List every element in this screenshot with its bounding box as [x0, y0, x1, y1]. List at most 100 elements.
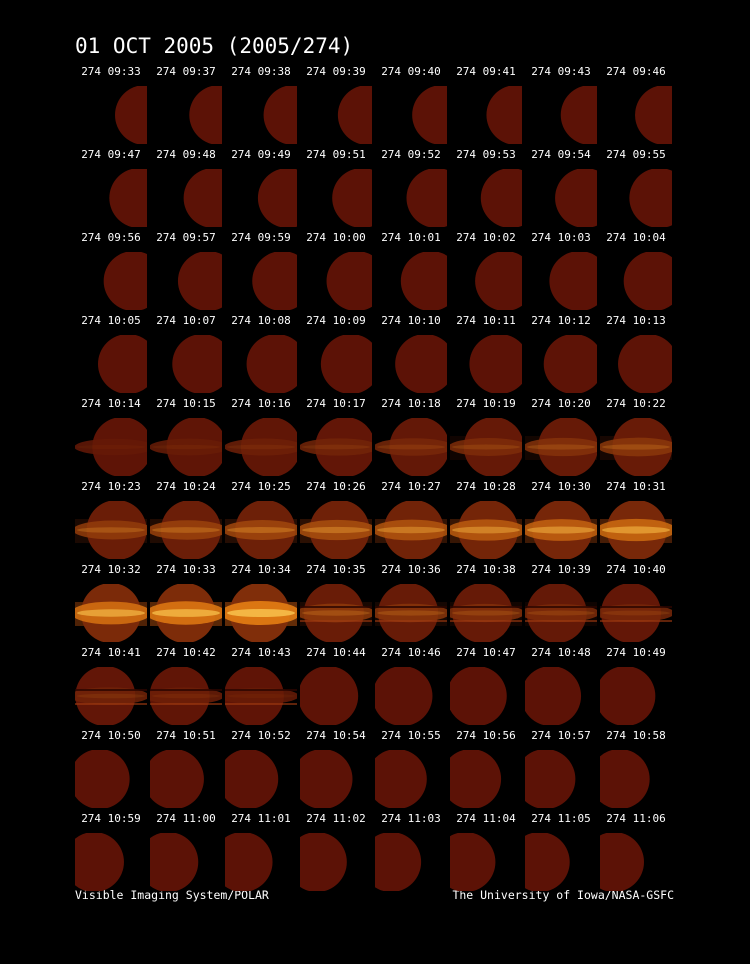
- frame-label: 274 10:32: [81, 563, 141, 576]
- band: [300, 438, 372, 456]
- dark-line: [525, 620, 597, 622]
- disk: [543, 335, 597, 393]
- band-core: [227, 693, 295, 699]
- frame-label: 274 10:39: [531, 563, 591, 576]
- frame-image: [183, 169, 222, 227]
- disk: [395, 335, 447, 393]
- frame-image: [225, 584, 297, 642]
- disk: [525, 667, 582, 725]
- frame-image: [225, 418, 297, 476]
- frame-label: 274 10:22: [606, 397, 666, 410]
- disk: [450, 667, 507, 725]
- frame-label: 274 10:25: [231, 480, 291, 493]
- frame-image: [75, 750, 130, 808]
- band-core: [77, 527, 145, 533]
- disk: [337, 86, 372, 144]
- band-core: [77, 444, 145, 450]
- frame-label: 274 10:38: [456, 563, 516, 576]
- disk: [480, 169, 522, 227]
- frame-label: 274 10:04: [606, 231, 666, 244]
- frame-label: 274 10:57: [531, 729, 591, 742]
- frame-label: 274 10:30: [531, 480, 591, 493]
- band-core: [77, 609, 145, 617]
- frame-label: 274 10:34: [231, 563, 291, 576]
- frame-label: 274 10:44: [306, 646, 366, 659]
- band: [225, 438, 297, 456]
- band: [450, 438, 522, 456]
- disk: [177, 252, 222, 310]
- band-core: [227, 609, 295, 617]
- frame-image: [375, 750, 427, 808]
- dark-line: [225, 689, 297, 691]
- frame-image: [412, 86, 447, 144]
- frame-label: 274 09:39: [306, 65, 366, 78]
- disk: [375, 667, 433, 725]
- frame-image: [469, 335, 522, 393]
- frame-label: 274 10:08: [231, 314, 291, 327]
- frame-label: 274 09:40: [381, 65, 441, 78]
- frame-label: 274 10:16: [231, 397, 291, 410]
- disk: [103, 252, 147, 310]
- disk: [183, 169, 222, 227]
- dark-line: [225, 703, 297, 705]
- disk: [450, 833, 496, 891]
- frame-label: 274 10:54: [306, 729, 366, 742]
- frame-label: 274 10:40: [606, 563, 666, 576]
- band: [75, 687, 147, 705]
- frame-label: 274 11:06: [606, 812, 666, 825]
- band: [450, 603, 522, 623]
- frame-image: [150, 750, 204, 808]
- frame-image: [525, 667, 582, 725]
- frame-image: [375, 501, 447, 559]
- frame-image: [375, 418, 447, 476]
- frame-image: [600, 584, 672, 642]
- frame-image: [375, 584, 447, 642]
- frame-image: [246, 335, 297, 393]
- frame-label: 274 10:17: [306, 397, 366, 410]
- disk: [555, 169, 597, 227]
- disk: [115, 86, 147, 144]
- disk: [375, 750, 427, 808]
- band: [300, 603, 372, 623]
- band: [75, 438, 147, 456]
- frame-image: [525, 833, 570, 891]
- dark-line: [300, 606, 372, 608]
- frame-image: [600, 833, 644, 891]
- frame-label: 274 09:41: [456, 65, 516, 78]
- frame-label: 274 09:54: [531, 148, 591, 161]
- frame-label: 274 10:23: [81, 480, 141, 493]
- disk: [525, 833, 570, 891]
- frame-image: [150, 501, 222, 559]
- frame-image: [337, 86, 372, 144]
- frame-image: [75, 418, 147, 476]
- frame-label: 274 11:00: [156, 812, 216, 825]
- disk: [560, 86, 597, 144]
- band-core: [527, 610, 595, 616]
- frame-image: [395, 335, 447, 393]
- frame-label: 274 09:55: [606, 148, 666, 161]
- frame-label: 274 10:33: [156, 563, 216, 576]
- dark-line: [600, 620, 672, 622]
- frame-label: 274 10:26: [306, 480, 366, 493]
- frame-image: [375, 833, 422, 891]
- frame-image: [225, 750, 279, 808]
- frame-image: [109, 169, 147, 227]
- band-core: [302, 610, 370, 616]
- band: [450, 519, 522, 541]
- band-core: [602, 526, 670, 534]
- frame-image: [225, 501, 297, 559]
- disk: [475, 252, 522, 310]
- band: [225, 687, 297, 705]
- disk: [629, 169, 672, 227]
- frame-label: 274 09:59: [231, 231, 291, 244]
- disk: [412, 86, 447, 144]
- frame-label: 274 10:28: [456, 480, 516, 493]
- dark-line: [450, 620, 522, 622]
- band: [150, 520, 222, 540]
- frame-label: 274 10:46: [381, 646, 441, 659]
- frame-label: 274 09:33: [81, 65, 141, 78]
- frame-image: [177, 252, 222, 310]
- frame-image: [326, 252, 372, 310]
- disk: [225, 833, 273, 891]
- band-core: [77, 693, 145, 699]
